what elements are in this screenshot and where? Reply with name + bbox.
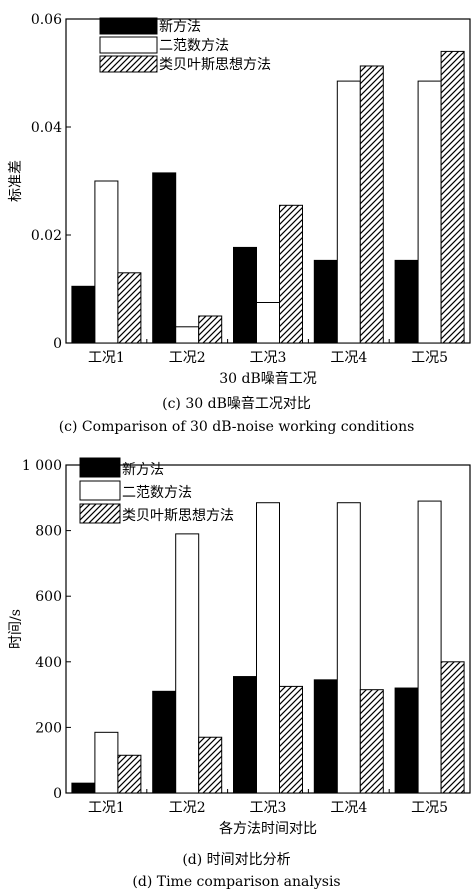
- y-axis-label: 时间/s: [8, 609, 24, 649]
- bar: [440, 661, 465, 794]
- x-tick-label: 工况4: [330, 350, 367, 366]
- bar: [336, 80, 361, 344]
- y-tick-label: 0: [53, 786, 62, 802]
- bar: [279, 685, 303, 794]
- bar: [313, 259, 338, 344]
- y-tick-label: 1 000: [22, 458, 62, 474]
- bar: [359, 65, 384, 344]
- bar: [233, 246, 257, 344]
- legend-label: 新方法: [122, 462, 164, 478]
- bar: [152, 172, 177, 344]
- x-tick-label: 工况1: [88, 800, 125, 816]
- x-tick-label: 工况2: [169, 350, 206, 366]
- legend-swatch: [79, 503, 121, 524]
- bar: [94, 731, 119, 794]
- y-tick-label: 0.04: [31, 120, 62, 136]
- y-tick-label: 0.06: [31, 12, 62, 28]
- y-tick-label: 600: [35, 589, 62, 605]
- bar: [359, 689, 384, 794]
- x-axis-label: 30 dB噪音工况: [219, 370, 317, 387]
- legend-label: 新方法: [159, 19, 201, 35]
- bar: [279, 204, 303, 344]
- bar: [256, 502, 280, 794]
- bar: [117, 272, 142, 344]
- bar: [256, 302, 280, 344]
- x-tick-label: 工况1: [88, 350, 125, 366]
- legend-label: 二范数方法: [122, 484, 192, 501]
- bar: [175, 533, 200, 794]
- bar: [71, 782, 96, 794]
- chart-c-caption-cn: (c) 30 dB噪音工况对比: [162, 396, 311, 412]
- x-tick-label: 工况5: [411, 350, 448, 366]
- legend-swatch: [99, 36, 158, 54]
- bar: [152, 690, 177, 794]
- bar: [440, 50, 465, 344]
- legend-swatch: [79, 480, 121, 501]
- bar: [394, 259, 419, 344]
- chart-d-caption-cn: (d) 时间对比分析: [182, 852, 291, 868]
- bar: [417, 500, 442, 794]
- x-tick-label: 工况2: [169, 800, 206, 816]
- legend-swatch: [99, 55, 158, 73]
- x-tick-label: 工况4: [330, 800, 367, 816]
- legend-label: 类贝叶斯思想方法: [159, 57, 271, 73]
- bar: [175, 326, 200, 344]
- y-axis-label: 标准差: [8, 160, 24, 202]
- bar: [198, 736, 223, 794]
- x-axis-label: 各方法时间对比: [219, 821, 317, 837]
- bar: [94, 180, 119, 344]
- bar: [117, 754, 142, 794]
- bar: [313, 679, 338, 794]
- bar: [71, 285, 96, 344]
- legend-label: 二范数方法: [159, 37, 229, 54]
- y-tick-label: 400: [35, 655, 62, 671]
- bar: [198, 315, 223, 344]
- y-tick-label: 800: [35, 524, 62, 540]
- bar: [417, 80, 442, 344]
- legend-label: 类贝叶斯思想方法: [122, 508, 234, 524]
- y-tick-label: 0.02: [31, 228, 62, 244]
- chart-d-time-comparison: 0 200 400 600 800 1 000 工况1 工况2 工况3 工况4 工况5 各方法时间对比…: [8, 457, 471, 837]
- y-tick-label: 0: [53, 336, 62, 352]
- chart-c-standard-deviation: 0 0.02 0.04 0.06 工况1 工况2 工况3 工况4 工况5 30 dB噪音工况 标准差…: [8, 12, 471, 387]
- chart-c-caption-en: (c) Comparison of 30 dB-noise working co…: [58, 419, 415, 435]
- x-tick-label: 工况3: [250, 350, 287, 366]
- x-tick-label: 工况3: [250, 800, 287, 816]
- y-tick-label: 200: [35, 720, 62, 736]
- bar: [233, 676, 257, 794]
- legend-swatch: [79, 457, 121, 478]
- bar: [336, 502, 361, 794]
- legend-swatch: [99, 17, 158, 35]
- chart-d-caption-en: (d) Time comparison analysis: [132, 874, 341, 890]
- bar: [394, 687, 419, 794]
- x-tick-label: 工况5: [411, 800, 448, 816]
